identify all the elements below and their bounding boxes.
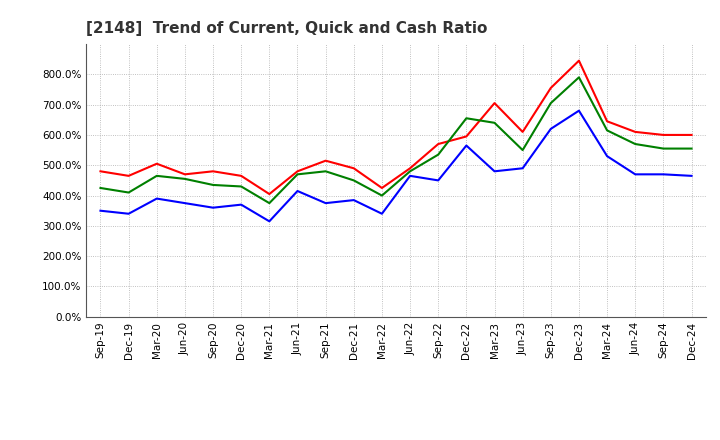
Cash Ratio [181,201,189,206]
Current Ratio [490,100,499,106]
Current Ratio [462,134,471,139]
Cash Ratio [546,126,555,132]
Text: [2148]  Trend of Current, Quick and Cash Ratio: [2148] Trend of Current, Quick and Cash … [86,21,487,36]
Quick Ratio [349,178,358,183]
Quick Ratio [687,146,696,151]
Quick Ratio [659,146,667,151]
Cash Ratio [575,108,583,114]
Current Ratio [265,191,274,197]
Quick Ratio [377,193,386,198]
Cash Ratio [687,173,696,179]
Current Ratio [181,172,189,177]
Current Ratio [406,165,415,171]
Cash Ratio [518,165,527,171]
Current Ratio [687,132,696,138]
Cash Ratio [631,172,639,177]
Current Ratio [434,141,443,147]
Cash Ratio [265,219,274,224]
Current Ratio [631,129,639,135]
Cash Ratio [125,211,133,216]
Cash Ratio [434,178,443,183]
Cash Ratio [96,208,105,213]
Quick Ratio [603,128,611,133]
Cash Ratio [377,211,386,216]
Cash Ratio [237,202,246,207]
Quick Ratio [209,182,217,187]
Quick Ratio [518,147,527,153]
Current Ratio [237,173,246,179]
Cash Ratio [293,188,302,194]
Current Ratio [575,58,583,63]
Cash Ratio [321,201,330,206]
Cash Ratio [490,169,499,174]
Quick Ratio [490,120,499,125]
Quick Ratio [434,152,443,157]
Line: Quick Ratio: Quick Ratio [101,77,691,203]
Cash Ratio [406,173,415,179]
Quick Ratio [265,201,274,206]
Quick Ratio [125,190,133,195]
Quick Ratio [631,141,639,147]
Quick Ratio [321,169,330,174]
Current Ratio [293,169,302,174]
Quick Ratio [406,169,415,174]
Cash Ratio [462,143,471,148]
Quick Ratio [546,100,555,106]
Quick Ratio [293,172,302,177]
Quick Ratio [237,184,246,189]
Line: Cash Ratio: Cash Ratio [101,111,691,221]
Current Ratio [321,158,330,163]
Quick Ratio [462,116,471,121]
Cash Ratio [209,205,217,210]
Current Ratio [603,119,611,124]
Current Ratio [209,169,217,174]
Quick Ratio [96,185,105,191]
Cash Ratio [603,154,611,159]
Current Ratio [96,169,105,174]
Current Ratio [659,132,667,138]
Current Ratio [153,161,161,166]
Quick Ratio [575,75,583,80]
Cash Ratio [659,172,667,177]
Line: Current Ratio: Current Ratio [101,61,691,194]
Cash Ratio [349,198,358,203]
Current Ratio [125,173,133,179]
Cash Ratio [153,196,161,201]
Quick Ratio [181,176,189,182]
Current Ratio [377,185,386,191]
Current Ratio [546,85,555,91]
Current Ratio [349,165,358,171]
Quick Ratio [153,173,161,179]
Current Ratio [518,129,527,135]
